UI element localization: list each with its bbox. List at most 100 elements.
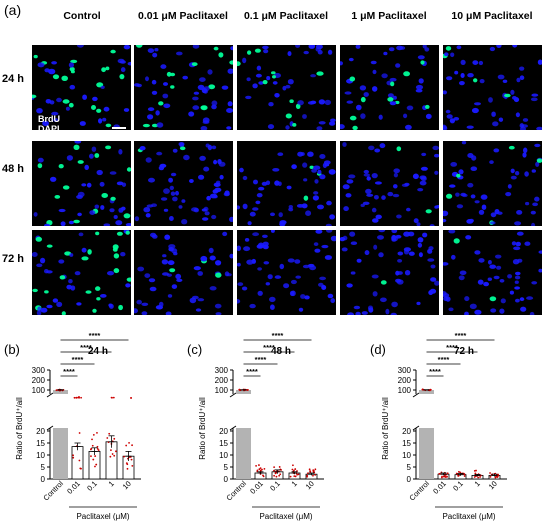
dapi-nucleus bbox=[207, 69, 213, 75]
dapi-nucleus bbox=[267, 124, 275, 130]
axis-break-mark bbox=[229, 392, 237, 398]
dapi-nucleus bbox=[270, 230, 275, 233]
dapi-nucleus bbox=[149, 286, 157, 292]
brdu-nucleus bbox=[303, 195, 309, 201]
dapi-nucleus bbox=[46, 304, 53, 309]
axis-break-mark bbox=[46, 392, 54, 398]
dapi-nucleus bbox=[51, 61, 57, 65]
dapi-nucleus bbox=[389, 101, 397, 106]
dapi-nucleus bbox=[330, 298, 335, 304]
dapi-nucleus bbox=[160, 197, 168, 201]
brdu-nucleus bbox=[292, 123, 297, 127]
data-point bbox=[297, 473, 300, 476]
dapi-nucleus bbox=[58, 208, 66, 213]
data-point bbox=[108, 432, 111, 435]
dapi-nucleus bbox=[141, 302, 149, 306]
brdu-nucleus bbox=[508, 145, 515, 150]
dapi-nucleus bbox=[76, 194, 83, 199]
dapi-nucleus bbox=[387, 93, 394, 98]
dapi-nucleus bbox=[514, 280, 519, 284]
brdu-nucleus bbox=[46, 244, 53, 248]
dapi-nucleus bbox=[137, 266, 145, 272]
dapi-nucleus bbox=[222, 231, 228, 237]
x-tick-label: 0.1 bbox=[85, 479, 99, 493]
dapi-nucleus bbox=[78, 232, 84, 237]
y-tick-label: 200 bbox=[32, 376, 46, 385]
dapi-nucleus bbox=[164, 234, 171, 240]
data-point bbox=[125, 444, 128, 447]
dapi-nucleus bbox=[422, 232, 428, 238]
data-point bbox=[293, 469, 295, 472]
significance-label: **** bbox=[263, 343, 275, 352]
dapi-nucleus bbox=[363, 169, 369, 174]
dapi-nucleus bbox=[287, 51, 292, 57]
dapi-nucleus bbox=[510, 175, 517, 180]
data-point bbox=[111, 453, 114, 455]
data-point bbox=[92, 458, 95, 461]
dapi-nucleus bbox=[314, 179, 319, 184]
micrograph-tile bbox=[32, 45, 131, 130]
brdu-nucleus bbox=[254, 48, 261, 53]
dapi-nucleus bbox=[515, 298, 520, 303]
brdu-nucleus bbox=[135, 45, 143, 48]
dapi-nucleus bbox=[144, 273, 151, 278]
significance-label: **** bbox=[72, 355, 84, 364]
dapi-nucleus bbox=[258, 186, 265, 191]
chart-title: 24 h bbox=[88, 346, 108, 357]
x-tick-label: 0.01 bbox=[65, 479, 82, 496]
dapi-nucleus bbox=[324, 99, 331, 106]
dapi-nucleus bbox=[295, 275, 301, 279]
dapi-nucleus bbox=[340, 61, 343, 66]
dapi-nucleus bbox=[490, 212, 497, 218]
dapi-nucleus bbox=[493, 148, 500, 153]
dapi-nucleus bbox=[465, 235, 472, 240]
brdu-nucleus bbox=[349, 76, 356, 82]
dapi-nucleus bbox=[372, 218, 379, 223]
dapi-nucleus bbox=[443, 125, 448, 130]
dapi-nucleus bbox=[489, 264, 497, 269]
dapi-nucleus bbox=[217, 159, 222, 165]
dapi-nucleus bbox=[302, 162, 308, 168]
dapi-nucleus bbox=[393, 172, 398, 178]
dapi-nucleus bbox=[145, 76, 149, 82]
data-point bbox=[473, 476, 476, 478]
dapi-nucleus bbox=[483, 281, 489, 287]
brdu-nucleus bbox=[73, 219, 80, 224]
dapi-nucleus bbox=[172, 196, 178, 202]
dapi-nucleus bbox=[391, 301, 398, 308]
dapi-nucleus bbox=[496, 265, 502, 270]
dapi-nucleus bbox=[347, 312, 355, 315]
dapi-nucleus bbox=[512, 45, 518, 48]
dapi-nucleus bbox=[197, 84, 205, 90]
dapi-nucleus bbox=[86, 182, 92, 188]
micrograph-tile bbox=[134, 141, 233, 226]
dapi-nucleus bbox=[478, 209, 485, 215]
data-point bbox=[463, 475, 466, 477]
dapi-nucleus bbox=[245, 95, 252, 100]
dapi-nucleus bbox=[119, 60, 126, 64]
dapi-nucleus bbox=[270, 304, 275, 310]
brdu-nucleus bbox=[96, 297, 101, 301]
dapi-nucleus bbox=[159, 163, 167, 168]
x-tick-label: 10 bbox=[121, 479, 133, 491]
dapi-nucleus bbox=[44, 223, 51, 226]
dapi-nucleus bbox=[318, 99, 326, 105]
dapi-nucleus bbox=[226, 273, 232, 277]
dapi-nucleus bbox=[200, 255, 208, 262]
data-point bbox=[55, 389, 58, 392]
brdu-nucleus bbox=[35, 236, 42, 242]
dapi-nucleus bbox=[510, 168, 515, 174]
dapi-nucleus bbox=[325, 223, 332, 226]
dapi-nucleus bbox=[68, 220, 74, 225]
dapi-nucleus bbox=[446, 114, 453, 119]
dapi-nucleus bbox=[516, 210, 523, 215]
dapi-nucleus bbox=[434, 280, 439, 286]
dapi-nucleus bbox=[395, 63, 401, 68]
brdu-nucleus bbox=[61, 75, 68, 81]
dapi-nucleus bbox=[203, 206, 209, 212]
dapi-nucleus bbox=[102, 117, 107, 122]
y-tick-label: 10 bbox=[36, 451, 45, 460]
row-header-24h: 24 h bbox=[2, 73, 25, 85]
data-point bbox=[438, 472, 441, 475]
dapi-nucleus bbox=[262, 234, 268, 238]
